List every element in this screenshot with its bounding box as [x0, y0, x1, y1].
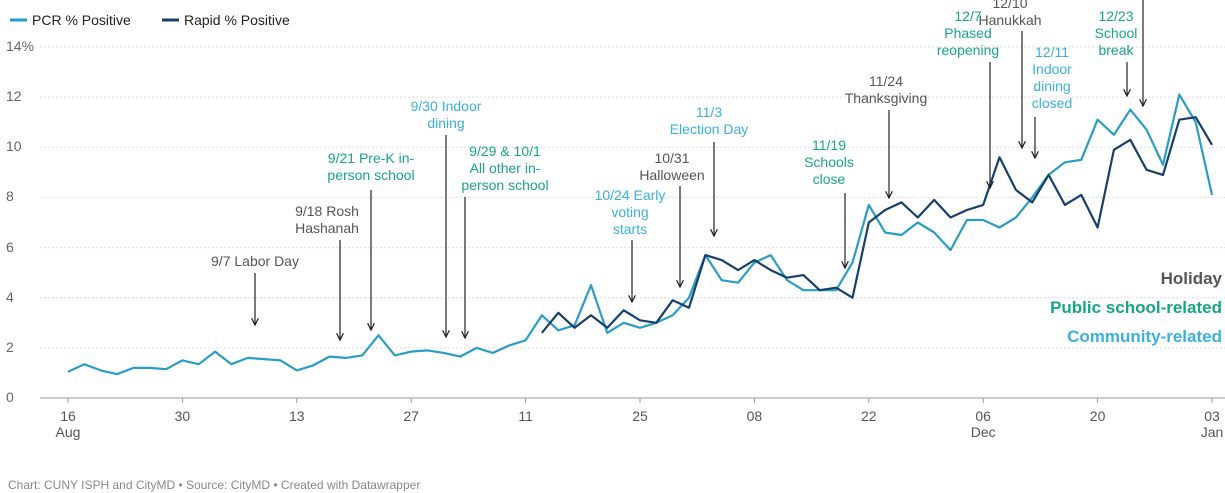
x-tick-label: 27 [403, 408, 419, 424]
x-tick-label: 08 [746, 408, 763, 424]
annotation-legend-label: Community-related [1067, 327, 1222, 346]
y-tick-label: 12 [6, 88, 22, 105]
y-tick-label: 8 [6, 188, 14, 205]
x-tick-label: 20 [1089, 408, 1106, 424]
x-tick-label: 30 [174, 408, 191, 424]
annotation: 10/24 Early voting starts [594, 187, 666, 237]
legend-label: Rapid % Positive [184, 12, 290, 28]
y-tick-label: 14% [6, 38, 35, 54]
legend-label: PCR % Positive [32, 12, 131, 28]
x-tick-label: 16 Aug [55, 408, 81, 440]
x-tick-label: 25 [632, 408, 648, 424]
annotation: 11/19 Schools close [804, 137, 854, 187]
y-tick-label: 4 [6, 288, 14, 305]
footer: Chart: CUNY ISPH and CityMD • Source: Ci… [8, 478, 421, 492]
annotation: 10/31 Halloween [639, 150, 705, 183]
annotation: 12/23 School break [1094, 8, 1138, 58]
x-tick-label: 13 [289, 408, 305, 424]
series-line [67, 93, 1214, 376]
y-tick-label: 6 [6, 238, 14, 255]
x-tick-label: 03 Jan [1200, 408, 1224, 440]
annotation: 9/21 Pre-K in- person school [327, 150, 415, 183]
x-tick-label: 06 Dec [970, 408, 996, 440]
y-tick-label: 10 [6, 138, 22, 155]
y-tick-label: 0 [6, 389, 14, 405]
annotation: 9/30 Indoor dining [410, 98, 482, 131]
annotation: 12/11 Indoor dining closed [1031, 44, 1073, 111]
annotation: 11/24 Thanksgiving [844, 73, 928, 106]
annotation: 9/7 Labor Day [211, 253, 299, 269]
annotation: 9/18 Rosh Hashanah [295, 203, 359, 236]
series-line [541, 116, 1213, 334]
annotation: 12/10 Hanukkah [978, 0, 1042, 28]
x-tick-label: 22 [861, 408, 877, 424]
annotation: 12/7 Phased reopening [936, 8, 1000, 58]
y-tick-label: 2 [6, 338, 14, 355]
annotation: 9/29 & 10/1 All other in- person school [461, 143, 549, 193]
x-tick-label: 11 [518, 408, 533, 424]
annotation: 11/3 Election Day [669, 104, 749, 137]
annotation-legend-label: Holiday [1160, 269, 1222, 288]
annotation-legend-label: Public school-related [1050, 298, 1222, 317]
